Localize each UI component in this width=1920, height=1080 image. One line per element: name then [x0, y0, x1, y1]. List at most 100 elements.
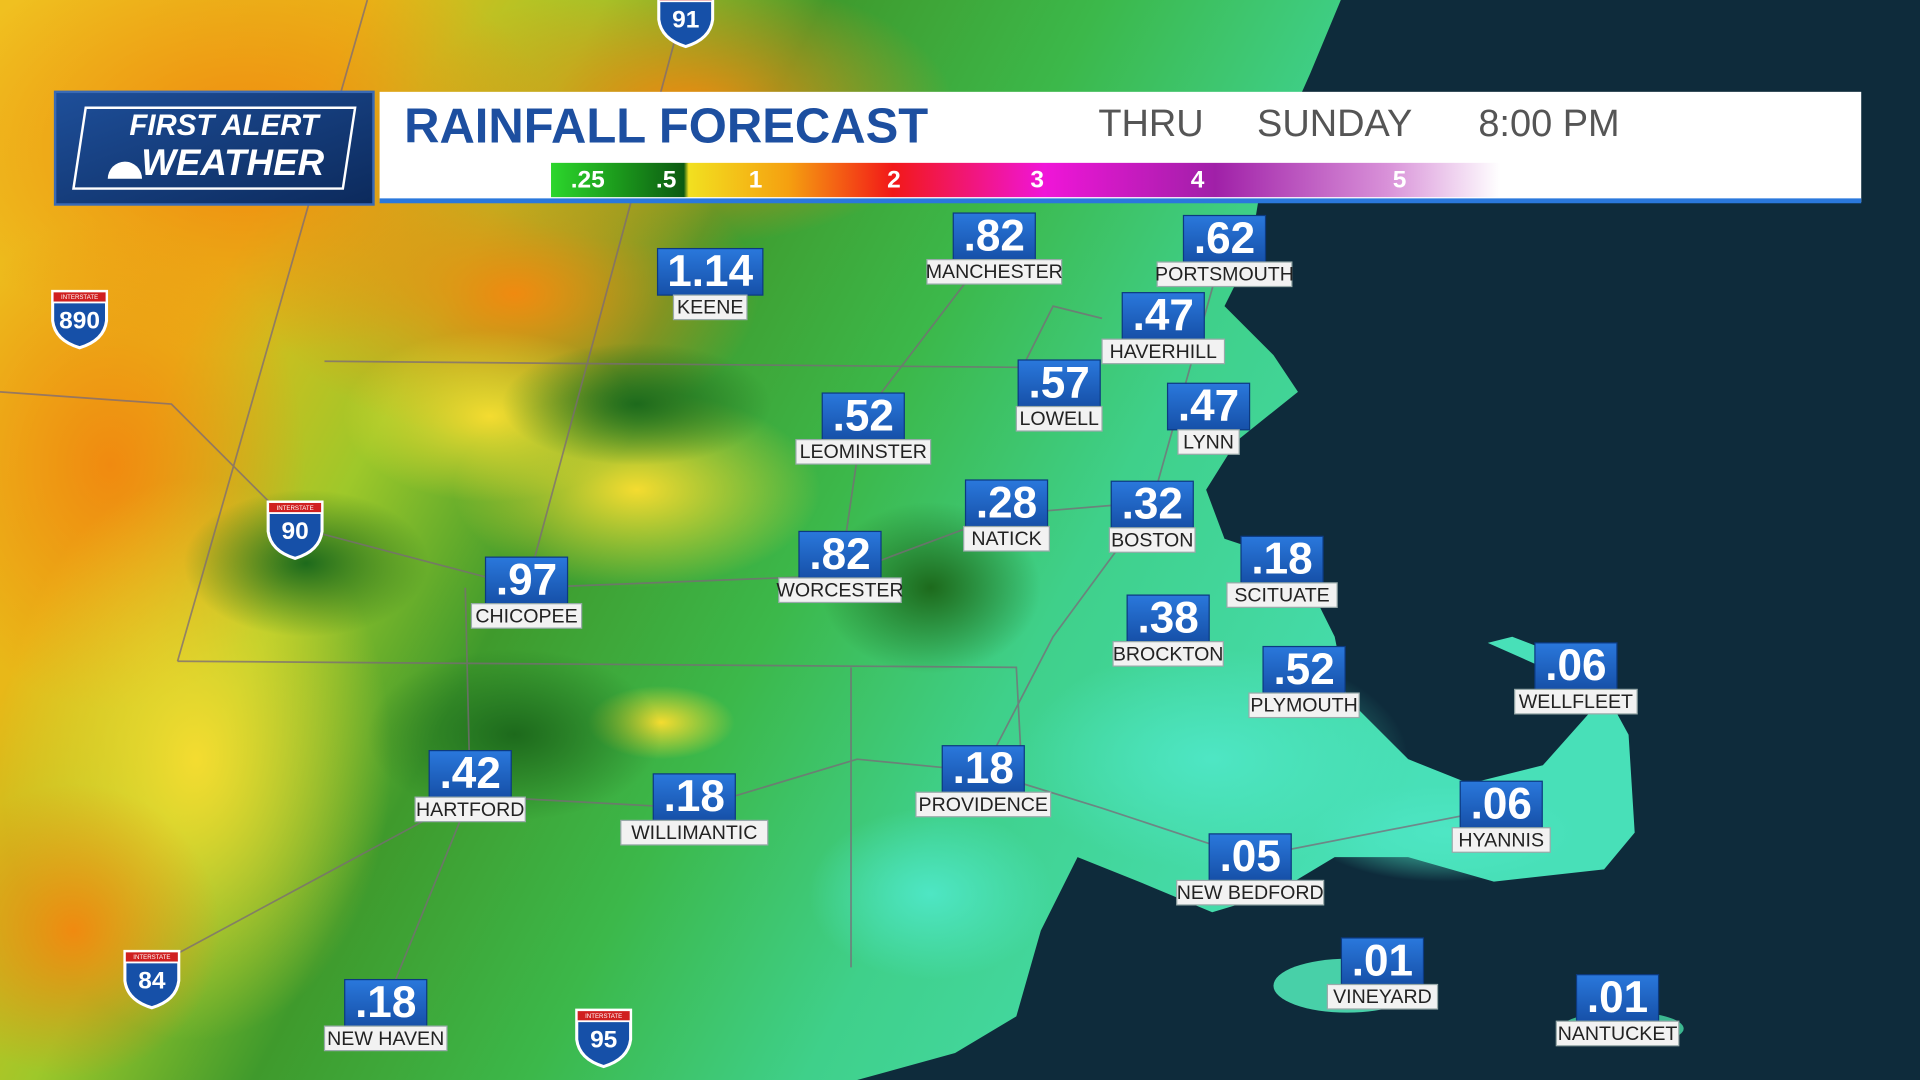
amount: .18 [953, 744, 1014, 793]
legend-labels: .25 .5 1 2 3 4 5 [571, 167, 1407, 194]
name-box [915, 791, 1052, 818]
amount: .97 [496, 555, 557, 604]
city-name: LEOMINSTER [800, 441, 927, 463]
logo-frame [72, 106, 357, 190]
city-name: HYANNIS [1458, 829, 1544, 851]
city-name: KEENE [677, 297, 743, 319]
legend-label: .25 [571, 167, 605, 194]
legend-label: 3 [1030, 167, 1044, 194]
amount: .52 [1273, 645, 1334, 694]
name-box [620, 819, 769, 846]
city-name: BROCKTON [1113, 643, 1224, 665]
shield-body [266, 500, 324, 560]
amount: .05 [1220, 832, 1281, 881]
shield-top [267, 501, 323, 514]
amount-box [941, 745, 1025, 793]
shield-body [123, 949, 181, 1010]
name-box [1226, 582, 1338, 608]
legend-label: .5 [656, 167, 676, 194]
shield-number: 90 [281, 518, 308, 545]
name-box [672, 294, 748, 321]
shield-body [51, 289, 109, 350]
city-name: NATICK [971, 528, 1041, 550]
amount-box [656, 247, 764, 296]
name-box [1326, 983, 1439, 1010]
amount: .62 [1194, 214, 1255, 263]
city-name: LOWELL [1019, 408, 1099, 430]
name-box [1248, 692, 1360, 719]
name-box [470, 603, 583, 629]
amount-box [1166, 382, 1251, 431]
logo-text: WEATHER [141, 142, 324, 183]
interstate-shield: INTERSTATE 90 [266, 500, 324, 560]
city-name: HAVERHILL [1110, 341, 1217, 363]
legend-scale [551, 162, 1500, 198]
time-label: 8:00 PM [1478, 103, 1619, 145]
amount: .38 [1138, 593, 1199, 642]
amount: .82 [964, 211, 1025, 260]
interstate-shield: INTERSTATE 84 [123, 949, 181, 1010]
thru-label: THRU [1098, 103, 1203, 145]
city-name: NEW BEDFORD [1177, 882, 1324, 904]
amount: .57 [1029, 358, 1090, 407]
shield-number: 95 [590, 1026, 617, 1053]
amount-box [1340, 937, 1425, 986]
amount-box [798, 530, 882, 579]
name-box [1555, 1020, 1680, 1047]
city-name: NANTUCKET [1558, 1023, 1678, 1045]
amount: .06 [1545, 641, 1606, 690]
name-box [795, 438, 932, 465]
name-box [414, 796, 526, 823]
amount: .18 [664, 772, 725, 821]
amount-box [1575, 974, 1660, 1022]
amount: .18 [355, 978, 416, 1027]
peacock-icon [107, 161, 143, 179]
city-name: MANCHESTER [926, 261, 1063, 283]
interstate-shield: INTERSTATE 95 [575, 1008, 633, 1069]
shield-marker: INTERSTATE [585, 1013, 622, 1020]
city-name: WELLFLEET [1519, 691, 1633, 713]
shield-top [657, 0, 714, 3]
legend-label: 4 [1191, 167, 1205, 194]
legend-label: 2 [887, 167, 901, 194]
city-name: SCITUATE [1234, 584, 1329, 606]
amount-box [1262, 645, 1346, 694]
city-name: WORCESTER [776, 580, 903, 602]
shield-marker: INTERSTATE [277, 505, 314, 512]
city-name: NEW HAVEN [327, 1028, 444, 1050]
amount-box [1110, 480, 1194, 529]
amount-box [484, 556, 569, 605]
shield-top [575, 1009, 632, 1023]
shield-marker: INTERSTATE [61, 294, 98, 301]
amount-box [344, 978, 428, 1027]
name-box [1176, 879, 1325, 906]
city-name: BOSTON [1111, 529, 1193, 551]
logo-box [53, 90, 375, 206]
amount-box [1208, 833, 1292, 882]
amount-box [652, 773, 736, 822]
interstate-shield: INTERSTATE91 [657, 0, 715, 49]
city-name: PLYMOUTH [1250, 695, 1357, 717]
name-box [1112, 641, 1224, 667]
legend-label: 1 [749, 167, 763, 194]
shield-top [123, 950, 180, 964]
